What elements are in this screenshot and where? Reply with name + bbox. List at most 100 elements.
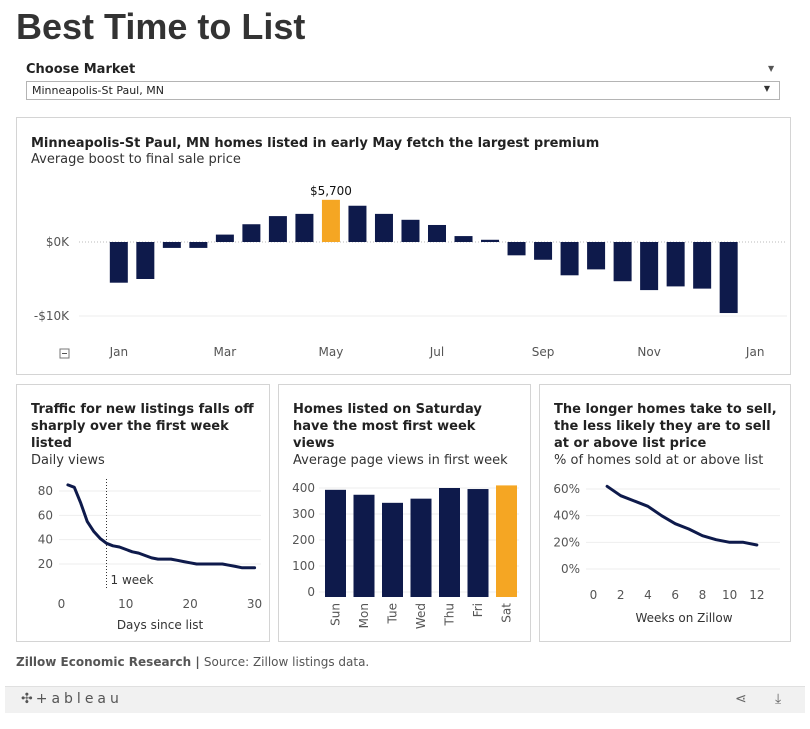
views-chart-title: Traffic for new listings falls off sharp… (31, 401, 254, 452)
x-tick-label: Mon (357, 603, 371, 628)
filter-menu-caret-icon[interactable]: ▼ (768, 64, 775, 73)
panel-day-of-week: Homes listed on Saturday have the most f… (278, 384, 531, 642)
premium-chart-subtitle: Average boost to final sale price (31, 152, 241, 167)
premium-bar (587, 242, 606, 270)
weekday-bar (325, 489, 346, 597)
y-tick-label: -$10K (34, 309, 70, 323)
market-dropdown-value: Minneapolis-St Paul, MN (32, 84, 164, 97)
premium-bar (613, 242, 632, 282)
y-tick-label: 400 (292, 481, 315, 495)
footer-org: Zillow Economic Research (16, 655, 192, 669)
title-line: have the most first week (293, 419, 476, 434)
premium-chart-title: Minneapolis-St Paul, MN homes listed in … (31, 136, 600, 151)
premium-bar (215, 234, 234, 242)
x-tick-label: Thu (443, 603, 457, 627)
panel-weeks-on-market: The longer homes take to sell, the less … (539, 384, 791, 642)
premium-bar (321, 199, 340, 242)
weekday-views-chart: 0 100 200 300 400 Sun Mon Tue Wed Thu Fri Sat (292, 481, 519, 629)
y-tick-label: 20% (553, 535, 580, 549)
daily-views-chart: 20 40 60 80 0 10 20 30 Days since list 1 week (38, 479, 262, 632)
premium-bar (454, 236, 473, 242)
x-tick-label: Tue (386, 603, 400, 625)
y-tick-label: 0% (561, 562, 580, 576)
title-line: listed (31, 436, 72, 451)
market-dropdown[interactable]: Minneapolis-St Paul, MN ▼ (26, 81, 780, 100)
weekday-bar (382, 502, 403, 597)
title-line: sharply over the first week (31, 419, 229, 434)
dropdown-arrow-icon[interactable]: ▼ (763, 84, 770, 93)
x-tick-label: Sat (500, 603, 514, 623)
panel-premium-by-date: Minneapolis-St Paul, MN homes listed in … (16, 117, 791, 375)
x-tick-label: May (319, 345, 344, 359)
weekday-chart-title: Homes listed on Saturday have the most f… (293, 401, 482, 452)
premium-bar (242, 224, 261, 242)
y-tick-label: 100 (292, 559, 315, 573)
footer-credit: Zillow Economic Research | Source: Zillo… (16, 655, 369, 669)
title-line: Traffic for new listings falls off (31, 402, 254, 417)
title-line: the less likely they are to sell (554, 419, 771, 434)
footer-source: Source: Zillow listings data. (203, 655, 370, 669)
tableau-toolbar: ✣+ableau ⋖ ⤓ (5, 686, 805, 713)
premium-bar (693, 242, 712, 289)
weekday-bar (467, 489, 489, 597)
x-tick-label: Jan (745, 345, 765, 359)
x-tick-label: Jul (429, 345, 444, 359)
daily-views-line (66, 483, 257, 570)
views-chart-subtitle: Daily views (31, 453, 105, 468)
x-tick-label: 6 (671, 588, 679, 602)
x-axis-label: Days since list (117, 618, 204, 632)
premium-bar (534, 242, 553, 260)
filter-label: Choose Market (26, 62, 136, 77)
x-axis-label: Weeks on Zillow (635, 611, 732, 625)
x-tick-label: 10 (722, 588, 737, 602)
premium-bar (109, 242, 128, 283)
premium-bar (666, 242, 685, 287)
premium-bar (560, 242, 579, 276)
highlight-data-label: $5,700 (310, 184, 352, 198)
page-title: Best Time to List (16, 6, 306, 47)
x-tick-label: 8 (699, 588, 707, 602)
pct-above-list-line (605, 484, 759, 547)
premium-chart: $0K -$10K $5,700 Jan Mar May Jul Sep Nov Jan (34, 184, 787, 359)
x-tick-label: 30 (247, 597, 262, 611)
share-icon[interactable]: ⋖ (735, 691, 747, 707)
title-line: at or above list price (554, 436, 707, 451)
weekday-chart-subtitle: Average page views in first week (293, 453, 508, 468)
y-tick-label: 80 (38, 484, 53, 498)
premium-bar (640, 242, 659, 291)
title-line: Homes listed on Saturday (293, 402, 482, 417)
tableau-logo[interactable]: ✣+ableau (21, 691, 123, 707)
y-tick-label: 60% (553, 482, 580, 496)
premium-bar (428, 224, 446, 242)
y-tick-label: 300 (292, 507, 315, 521)
y-tick-label: $0K (46, 235, 70, 249)
premium-bar (719, 242, 738, 314)
x-tick-label: Nov (637, 345, 660, 359)
premium-bar (374, 213, 393, 242)
y-tick-label: 40 (38, 533, 53, 547)
x-tick-label: 12 (749, 588, 764, 602)
x-tick-label: 0 (58, 597, 66, 611)
x-tick-label: 0 (590, 588, 598, 602)
weeks-chart-subtitle: % of homes sold at or above list (554, 453, 764, 468)
x-tick-label: 2 (617, 588, 625, 602)
tableau-cross-icon: ✣ (21, 691, 37, 707)
one-week-annotation: 1 week (111, 573, 154, 587)
weekday-bar (353, 494, 375, 597)
download-icon[interactable]: ⤓ (775, 691, 782, 707)
weekday-bar (439, 488, 460, 597)
x-tick-label: Fri (471, 603, 485, 617)
weeks-chart-title: The longer homes take to sell, the less … (554, 401, 777, 452)
premium-bar (348, 205, 367, 242)
premium-bar (189, 242, 208, 248)
premium-bar (481, 239, 500, 242)
x-tick-label: 20 (183, 597, 198, 611)
premium-bar (295, 213, 314, 242)
weeks-on-zillow-chart: 0% 20% 40% 60% 0 2 4 6 8 10 12 Weeks on Zillow (553, 482, 780, 625)
x-tick-label: 4 (644, 588, 652, 602)
y-tick-label: 20 (38, 557, 53, 571)
footer-separator: | (191, 655, 204, 669)
premium-bar (162, 242, 181, 248)
x-tick-label: 10 (118, 597, 133, 611)
y-tick-label: 60 (38, 508, 53, 522)
